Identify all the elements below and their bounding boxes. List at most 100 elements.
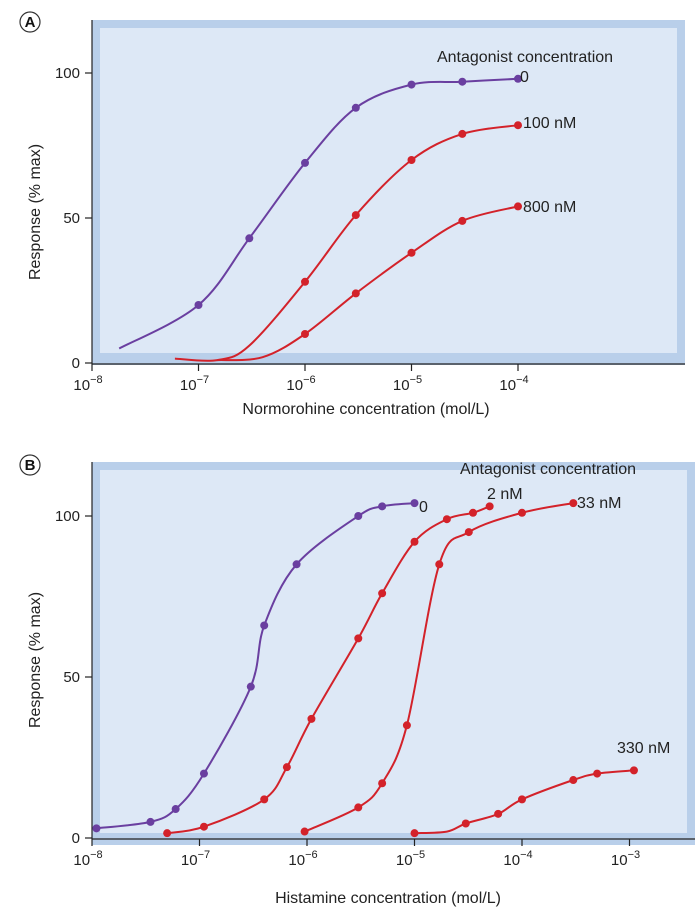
data-point (354, 634, 363, 643)
data-point (518, 508, 526, 517)
data-point (593, 769, 602, 778)
series-label: 800 nM (523, 199, 576, 216)
series-3: 33 nM (300, 495, 621, 836)
data-point (92, 824, 101, 833)
y-tick-label: 50 (63, 210, 80, 227)
series-label: 0 (520, 69, 529, 86)
data-point (378, 779, 387, 788)
data-point (378, 589, 387, 598)
data-point (378, 502, 387, 511)
x-tick-label: 10−7 (180, 374, 209, 394)
data-point (199, 769, 208, 778)
data-point (260, 621, 269, 630)
data-point (301, 158, 309, 167)
plot-area (100, 470, 687, 833)
data-point (629, 766, 638, 775)
data-point (442, 515, 451, 524)
series-label: 0 (419, 499, 428, 516)
data-point (351, 289, 360, 298)
data-point (351, 211, 360, 220)
data-point (410, 537, 419, 546)
data-point (146, 817, 155, 826)
data-point (494, 809, 503, 818)
data-point (569, 499, 578, 508)
panel-letter-circle (19, 11, 41, 33)
data-point (514, 121, 522, 130)
legend-title: Antagonist concentration (460, 461, 636, 478)
data-point (354, 512, 363, 520)
x-tick-label: 10−8 (73, 849, 102, 869)
y-axis-title: Response (% max) (27, 592, 44, 728)
x-axis-title: Histamine concentration (mol/L) (275, 890, 501, 907)
series-label: 100 nM (523, 115, 576, 132)
x-tick-label: 10−6 (286, 374, 315, 394)
data-point (435, 560, 444, 569)
series-line (96, 502, 415, 830)
data-point (282, 763, 291, 772)
x-tick-label: 10−5 (396, 849, 425, 869)
data-point (407, 248, 416, 257)
data-point (301, 330, 309, 338)
data-point (163, 829, 172, 838)
data-point (194, 301, 203, 309)
y-tick-label: 100 (55, 65, 80, 82)
data-point (410, 829, 419, 838)
x-tick-label: 10−4 (503, 849, 532, 869)
data-point (569, 776, 578, 785)
x-tick-label: 10−5 (393, 374, 422, 394)
data-point (458, 129, 467, 138)
y-tick-label: 50 (63, 669, 80, 686)
data-point (410, 499, 419, 508)
series-3: 800 nM (217, 199, 576, 362)
data-point (514, 202, 522, 211)
data-point (245, 234, 254, 243)
series-line (304, 502, 574, 833)
series-label: 33 nM (577, 495, 621, 512)
y-tick-label: 0 (72, 355, 80, 372)
panel-letter-circle (19, 454, 41, 476)
x-axis-title: Normorohine concentration (mol/L) (242, 401, 489, 418)
y-axis-title: Response (% max) (27, 144, 44, 280)
series-1: 0 (118, 69, 529, 350)
panel-a-chart: A 0 50 100 10−8 10−7 10−6 10−5 10−4 Normorohine c… (19, 11, 685, 418)
x-tick-label: 10−4 (499, 374, 528, 394)
data-point (458, 77, 467, 86)
legend-title: Antagonist concentration (437, 49, 613, 66)
data-point (354, 803, 363, 812)
series-2: 2 nM (163, 486, 523, 838)
data-point (292, 560, 301, 569)
data-point (246, 682, 255, 691)
data-point (518, 795, 526, 804)
data-point (301, 277, 309, 286)
x-tick-label: 10−6 (288, 849, 317, 869)
data-point (171, 805, 180, 814)
series-1: 0 (92, 499, 428, 833)
y-tick-label: 100 (55, 508, 80, 525)
series-label: 330 nM (617, 740, 670, 757)
data-point (464, 528, 473, 537)
data-point (407, 156, 416, 164)
data-point (199, 822, 208, 831)
data-point (300, 827, 309, 836)
panel-b-chart: B 0 50 100 10−8 10−7 10−6 10−5 10−4 10−3 Histamine… (19, 454, 695, 907)
series-label: 2 nM (487, 486, 523, 503)
data-point (351, 103, 360, 112)
data-point (407, 80, 416, 89)
x-tick-label: 10−7 (181, 849, 210, 869)
y-tick-label: 0 (72, 830, 80, 847)
data-point (485, 502, 494, 511)
x-tick-label: 10−3 (611, 849, 640, 869)
x-tick-label: 10−8 (73, 374, 102, 394)
panel-letter: A (25, 14, 36, 31)
data-point (458, 216, 467, 225)
data-point (260, 795, 269, 804)
series-4: 330 nM (410, 740, 670, 838)
data-point (514, 74, 522, 83)
panel-letter: B (25, 457, 36, 474)
data-point (468, 508, 477, 517)
data-point (461, 819, 470, 828)
plot-area (100, 28, 677, 353)
data-point (402, 721, 411, 730)
data-point (307, 714, 316, 723)
